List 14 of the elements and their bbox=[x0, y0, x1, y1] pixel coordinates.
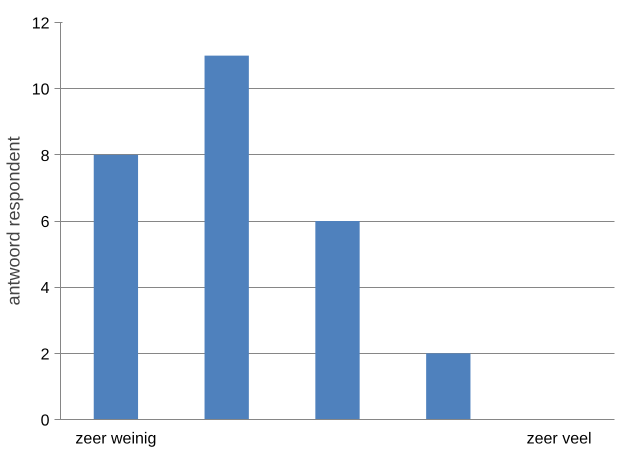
y-tick-label: 10 bbox=[32, 82, 50, 99]
y-tick-label: 4 bbox=[40, 280, 50, 298]
y-tick-label: 2 bbox=[40, 346, 50, 364]
x-tick-label: zeer weinig bbox=[75, 430, 156, 448]
x-tick-label: zeer veel bbox=[526, 430, 592, 448]
bar bbox=[204, 56, 249, 420]
y-axis-title: antwoord respondent bbox=[4, 136, 24, 306]
y-tick-label: 6 bbox=[40, 214, 50, 231]
y-tick-label: 0 bbox=[40, 412, 50, 430]
y-tick-label: 8 bbox=[40, 148, 50, 165]
bar bbox=[315, 221, 360, 420]
bar bbox=[94, 154, 138, 420]
y-tick-label: 12 bbox=[32, 16, 50, 32]
bar bbox=[426, 353, 470, 420]
